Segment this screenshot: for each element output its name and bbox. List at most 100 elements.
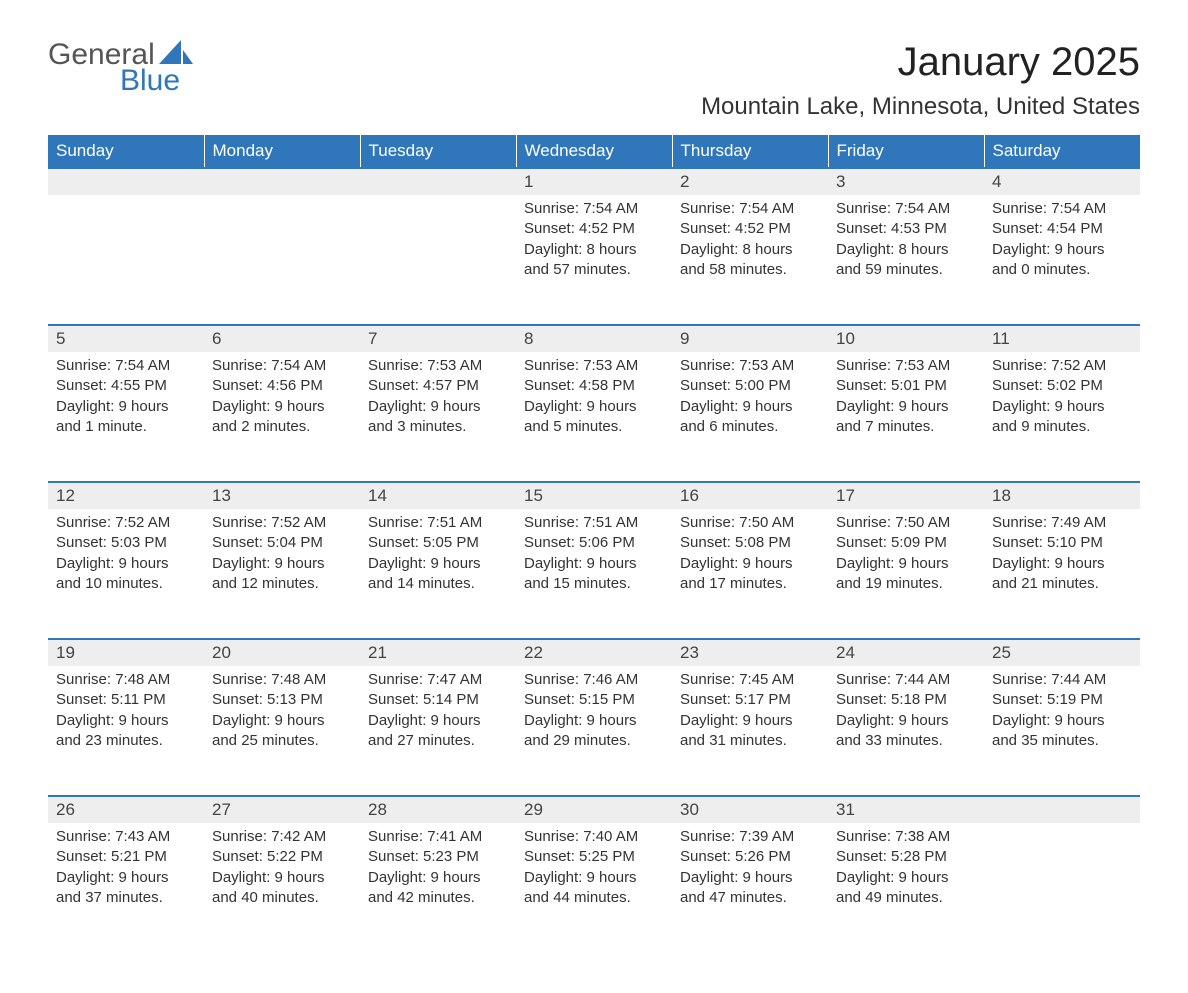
sunrise-text: Sunrise: 7:42 AM (212, 827, 352, 847)
day-number-row: 12131415161718 (48, 482, 1140, 509)
sunset-text: Sunset: 5:10 PM (992, 533, 1132, 553)
day-number: 5 (48, 325, 204, 352)
daylight-line2: and 37 minutes. (56, 888, 196, 908)
daylight-line2: and 31 minutes. (680, 731, 820, 751)
day-cell: Sunrise: 7:53 AMSunset: 5:01 PMDaylight:… (828, 352, 984, 482)
daylight-line1: Daylight: 9 hours (836, 711, 976, 731)
daylight-line1: Daylight: 9 hours (680, 397, 820, 417)
day-content-row: Sunrise: 7:48 AMSunset: 5:11 PMDaylight:… (48, 666, 1140, 796)
sunrise-text: Sunrise: 7:44 AM (836, 670, 976, 690)
daylight-line2: and 35 minutes. (992, 731, 1132, 751)
day-number: 31 (828, 796, 984, 823)
sunset-text: Sunset: 5:13 PM (212, 690, 352, 710)
sunrise-text: Sunrise: 7:54 AM (836, 199, 976, 219)
daylight-line2: and 57 minutes. (524, 260, 664, 280)
day-number: 25 (984, 639, 1140, 666)
sunset-text: Sunset: 5:06 PM (524, 533, 664, 553)
sunrise-text: Sunrise: 7:53 AM (368, 356, 508, 376)
daylight-line1: Daylight: 9 hours (56, 711, 196, 731)
daylight-line1: Daylight: 9 hours (836, 397, 976, 417)
weekday-header: Monday (204, 135, 360, 168)
day-content-row: Sunrise: 7:54 AM Sunset: 4:52 PM Daylight:… (48, 195, 1140, 325)
daylight-line1: Daylight: 9 hours (524, 868, 664, 888)
day-number: 15 (516, 482, 672, 509)
sunset-text: Sunset: 4:52 PM (524, 219, 664, 239)
daylight-line1: Daylight: 9 hours (680, 868, 820, 888)
weekday-header: Thursday (672, 135, 828, 168)
daylight-line2: and 3 minutes. (368, 417, 508, 437)
sunset-text: Sunset: 4:54 PM (992, 219, 1132, 239)
empty-day-cell (204, 195, 360, 325)
daylight-line2: and 7 minutes. (836, 417, 976, 437)
daylight-line1: Daylight: 9 hours (56, 554, 196, 574)
daylight-line2: and 0 minutes. (992, 260, 1132, 280)
empty-day-number (204, 168, 360, 195)
sunset-text: Sunset: 5:18 PM (836, 690, 976, 710)
sunset-text: Sunset: 5:23 PM (368, 847, 508, 867)
day-number: 10 (828, 325, 984, 352)
sunrise-text: Sunrise: 7:47 AM (368, 670, 508, 690)
day-number: 23 (672, 639, 828, 666)
day-cell: Sunrise: 7:43 AMSunset: 5:21 PMDaylight:… (48, 823, 204, 953)
day-number: 4 (984, 168, 1140, 195)
sunrise-text: Sunrise: 7:45 AM (680, 670, 820, 690)
empty-day-number (360, 168, 516, 195)
day-content-row: Sunrise: 7:52 AMSunset: 5:03 PMDaylight:… (48, 509, 1140, 639)
daylight-line2: and 29 minutes. (524, 731, 664, 751)
sunrise-text: Sunrise: 7:49 AM (992, 513, 1132, 533)
day-number: 21 (360, 639, 516, 666)
daylight-line1: Daylight: 9 hours (368, 711, 508, 731)
daylight-line1: Daylight: 9 hours (56, 397, 196, 417)
day-content-row: Sunrise: 7:43 AMSunset: 5:21 PMDaylight:… (48, 823, 1140, 953)
sunrise-text: Sunrise: 7:52 AM (992, 356, 1132, 376)
day-cell: Sunrise: 7:48 AMSunset: 5:11 PMDaylight:… (48, 666, 204, 796)
day-number: 27 (204, 796, 360, 823)
day-cell: Sunrise: 7:50 AMSunset: 5:08 PMDaylight:… (672, 509, 828, 639)
daylight-line1: Daylight: 9 hours (212, 711, 352, 731)
day-cell: Sunrise: 7:48 AMSunset: 5:13 PMDaylight:… (204, 666, 360, 796)
day-cell: Sunrise: 7:50 AMSunset: 5:09 PMDaylight:… (828, 509, 984, 639)
day-cell: Sunrise: 7:54 AMSunset: 4:54 PMDaylight:… (984, 195, 1140, 325)
sunrise-text: Sunrise: 7:54 AM (56, 356, 196, 376)
day-number: 20 (204, 639, 360, 666)
day-cell: Sunrise: 7:38 AMSunset: 5:28 PMDaylight:… (828, 823, 984, 953)
day-number: 18 (984, 482, 1140, 509)
daylight-line2: and 17 minutes. (680, 574, 820, 594)
sunrise-text: Sunrise: 7:54 AM (212, 356, 352, 376)
daylight-line1: Daylight: 9 hours (56, 868, 196, 888)
weekday-header: Saturday (984, 135, 1140, 168)
day-cell: Sunrise: 7:40 AMSunset: 5:25 PMDaylight:… (516, 823, 672, 953)
daylight-line2: and 5 minutes. (524, 417, 664, 437)
day-number: 26 (48, 796, 204, 823)
day-cell: Sunrise: 7:53 AMSunset: 4:57 PMDaylight:… (360, 352, 516, 482)
daylight-line2: and 14 minutes. (368, 574, 508, 594)
day-cell: Sunrise: 7:53 AMSunset: 4:58 PMDaylight:… (516, 352, 672, 482)
sunrise-text: Sunrise: 7:46 AM (524, 670, 664, 690)
daylight-line2: and 44 minutes. (524, 888, 664, 908)
sunrise-text: Sunrise: 7:38 AM (836, 827, 976, 847)
day-number: 1 (516, 168, 672, 195)
empty-day-cell (360, 195, 516, 325)
daylight-line1: Daylight: 8 hours (836, 240, 976, 260)
day-cell: Sunrise: 7:41 AMSunset: 5:23 PMDaylight:… (360, 823, 516, 953)
empty-day-number (48, 168, 204, 195)
daylight-line1: Daylight: 9 hours (992, 397, 1132, 417)
sunset-text: Sunset: 5:26 PM (680, 847, 820, 867)
sunrise-text: Sunrise: 7:40 AM (524, 827, 664, 847)
empty-day-cell (984, 823, 1140, 953)
day-number: 11 (984, 325, 1140, 352)
daylight-line1: Daylight: 9 hours (212, 397, 352, 417)
daylight-line2: and 2 minutes. (212, 417, 352, 437)
sunset-text: Sunset: 5:19 PM (992, 690, 1132, 710)
sunrise-text: Sunrise: 7:54 AM (992, 199, 1132, 219)
daylight-line1: Daylight: 9 hours (680, 554, 820, 574)
sunset-text: Sunset: 5:11 PM (56, 690, 196, 710)
daylight-line1: Daylight: 9 hours (992, 711, 1132, 731)
sunrise-text: Sunrise: 7:53 AM (836, 356, 976, 376)
day-cell: Sunrise: 7:54 AMSunset: 4:52 PMDaylight:… (672, 195, 828, 325)
day-cell: Sunrise: 7:44 AMSunset: 5:18 PMDaylight:… (828, 666, 984, 796)
day-number: 3 (828, 168, 984, 195)
sunrise-text: Sunrise: 7:39 AM (680, 827, 820, 847)
day-number: 6 (204, 325, 360, 352)
day-cell: Sunrise: 7:39 AMSunset: 5:26 PMDaylight:… (672, 823, 828, 953)
